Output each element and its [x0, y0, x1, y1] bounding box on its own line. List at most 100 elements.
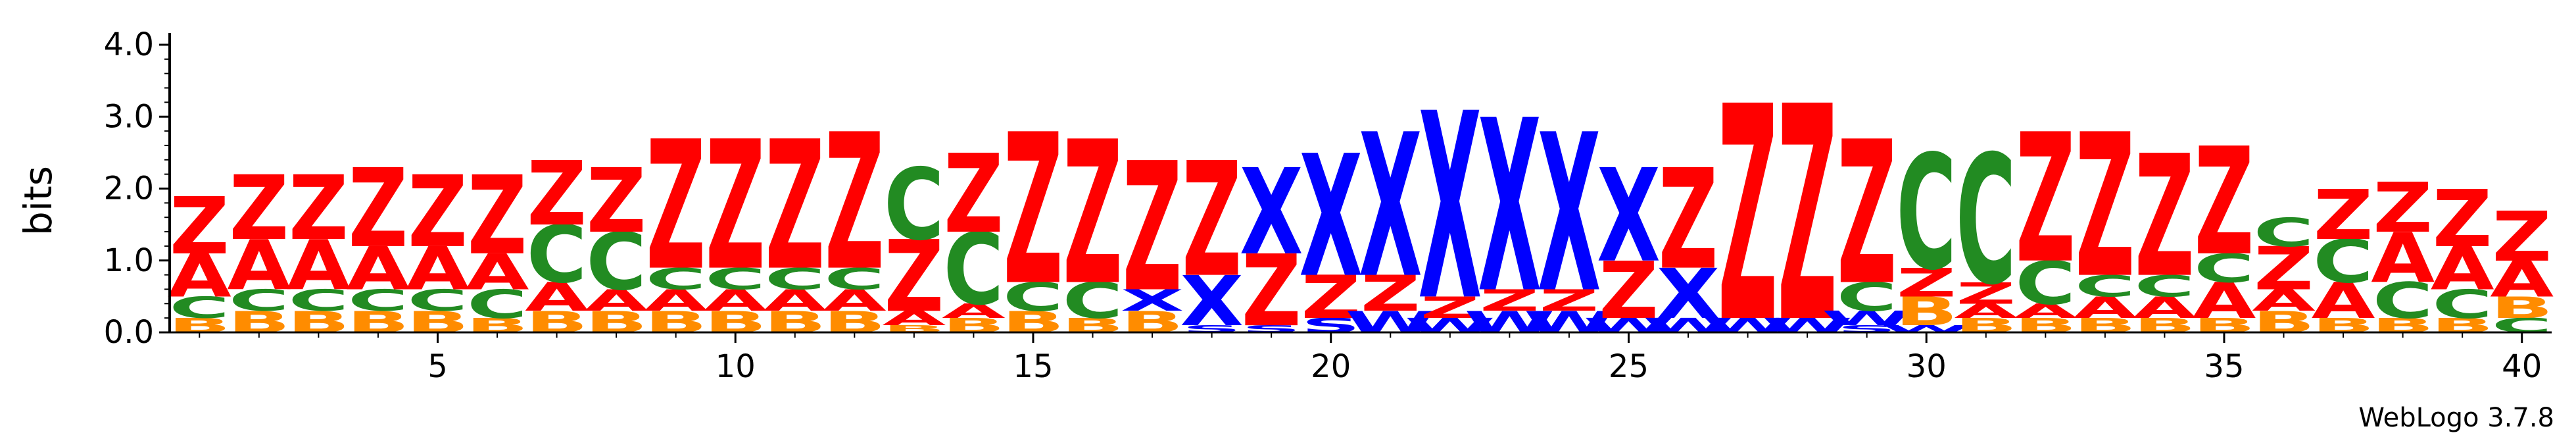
glyph-c: C — [467, 282, 527, 328]
glyph-b: B — [1895, 289, 1958, 335]
weblogo-brand: WebLogo 3.7.8 — [2358, 403, 2554, 433]
glyph-c: C — [884, 147, 944, 263]
glyph-a: A — [466, 244, 529, 301]
glyph-z: Z — [349, 146, 408, 272]
glyph-a: A — [168, 242, 231, 311]
glyph-z: Z — [1540, 284, 1599, 318]
glyph-x: X — [1478, 70, 1542, 346]
glyph-c: C — [2015, 249, 2076, 318]
glyph-c: C — [1837, 274, 1897, 321]
glyph-c: C — [408, 284, 468, 318]
glyph-z: Z — [2492, 197, 2552, 278]
glyph-z: Z — [408, 155, 468, 270]
x-tick-label: 10 — [716, 348, 756, 385]
glyph-z: Z — [1956, 276, 2016, 311]
glyph-z: Z — [2016, 96, 2076, 303]
y-tick-label: 1.0 — [104, 242, 154, 279]
glyph-z: Z — [944, 132, 1004, 257]
glyph-a: A — [2490, 251, 2554, 308]
glyph-z: Z — [1718, 43, 1778, 388]
glyph-c: C — [2432, 282, 2492, 328]
glyph-layer: BCAZBCAZBCAZBCAZBCAZBCAZBACZBACZBACZBACZ… — [168, 43, 2554, 388]
glyph-c: C — [1896, 122, 1956, 305]
glyph-z: Z — [1123, 124, 1182, 331]
glyph-a: A — [2312, 272, 2375, 330]
glyph-a: A — [823, 284, 887, 318]
glyph-z: Z — [1659, 140, 1718, 300]
glyph-a: A — [287, 226, 351, 306]
glyph-a: A — [2193, 272, 2256, 330]
glyph-z: Z — [2076, 93, 2135, 322]
glyph-z: Z — [1420, 291, 1480, 325]
x-tick-label: 40 — [2502, 348, 2542, 385]
x-tick-label: 35 — [2204, 348, 2244, 385]
y-tick-label: 0.0 — [104, 314, 154, 351]
y-axis-label: bits — [16, 166, 61, 236]
glyph-z: Z — [2373, 168, 2433, 249]
glyph-x: X — [1359, 93, 1422, 322]
glyph-c: C — [527, 209, 587, 301]
glyph-z: Z — [1361, 265, 1421, 323]
glyph-c: C — [2373, 272, 2433, 330]
glyph-a: A — [882, 307, 946, 330]
glyph-c: C — [943, 212, 1004, 327]
x-tick-label: 25 — [1609, 348, 1649, 385]
glyph-z: Z — [1301, 263, 1361, 332]
glyph-z: Z — [527, 142, 587, 245]
glyph-z: Z — [2254, 234, 2314, 303]
glyph-a: A — [406, 234, 470, 303]
glyph-c: C — [646, 262, 706, 296]
glyph-a: A — [2371, 219, 2435, 299]
glyph-a: A — [2431, 234, 2494, 303]
glyph-z: Z — [646, 103, 706, 310]
glyph-c: C — [169, 291, 230, 325]
glyph-c: C — [2313, 227, 2373, 296]
glyph-x: X — [1597, 142, 1661, 291]
glyph-c: C — [586, 216, 646, 308]
glyph-x: X — [1240, 143, 1303, 282]
glyph-a: A — [346, 234, 410, 303]
glyph-z: Z — [1778, 43, 1837, 388]
glyph-z: Z — [1063, 100, 1123, 329]
glyph-a: A — [227, 226, 291, 306]
glyph-z: Z — [1242, 234, 1301, 349]
glyph-x: X — [1299, 120, 1363, 315]
glyph-a: A — [704, 284, 767, 318]
glyph-z: Z — [1182, 130, 1242, 313]
x-tick-label: 30 — [1907, 348, 1947, 385]
glyph-c: C — [765, 262, 825, 296]
glyph-z: Z — [2195, 116, 2254, 288]
glyph-a: A — [2133, 291, 2197, 325]
glyph-z: Z — [885, 219, 944, 334]
glyph-a: A — [2014, 300, 2078, 323]
y-tick-label: 2.0 — [104, 170, 154, 207]
glyph-x: X — [1180, 262, 1244, 342]
glyph-b: B — [2491, 291, 2553, 325]
glyph-z: Z — [587, 149, 646, 253]
glyph-a: A — [942, 300, 1006, 323]
glyph-z: Z — [289, 157, 349, 260]
glyph-z: Z — [706, 103, 766, 310]
glyph-x: X — [1121, 284, 1184, 318]
glyph-z: Z — [765, 103, 825, 310]
glyph-z: Z — [229, 157, 289, 260]
glyph-c: C — [824, 262, 885, 296]
glyph-z: Z — [1004, 91, 1063, 331]
glyph-c: C — [348, 284, 408, 318]
glyph-c: C — [2134, 269, 2195, 303]
glyph-c: C — [229, 284, 289, 318]
glyph-z: Z — [1837, 100, 1897, 329]
glyph-z: Z — [1599, 245, 1659, 337]
glyph-c: C — [705, 262, 766, 296]
glyph-z: Z — [825, 94, 885, 312]
glyph-c: C — [2254, 210, 2314, 256]
x-tick-label: 15 — [1013, 348, 1053, 385]
glyph-x: X — [1538, 88, 1601, 340]
glyph-z: Z — [468, 153, 527, 279]
glyph-z: Z — [2314, 176, 2373, 256]
glyph-a: A — [585, 284, 648, 318]
x-tick-label: 20 — [1311, 348, 1351, 385]
glyph-a: A — [2073, 291, 2137, 325]
glyph-z: Z — [1897, 260, 1956, 306]
